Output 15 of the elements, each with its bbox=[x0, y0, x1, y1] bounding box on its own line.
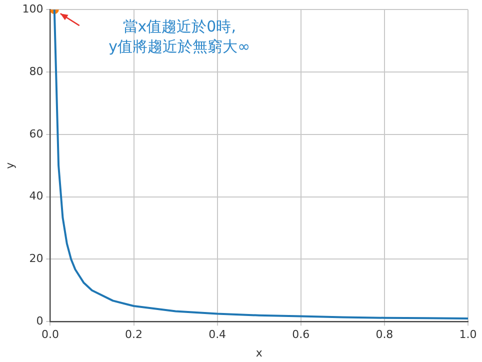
y-tick-label: 60 bbox=[29, 127, 44, 140]
y-tick-label: 80 bbox=[29, 64, 44, 78]
annotation: 當x值趨近於0時, y值將趨近於無窮大∞ bbox=[108, 17, 250, 56]
y-axis-title: y bbox=[3, 162, 16, 169]
x-tick-label: 0.0 bbox=[41, 328, 59, 342]
x-tick-label: 0.6 bbox=[292, 328, 310, 342]
y-tick-label: 100 bbox=[22, 2, 44, 16]
y-tick-label: 20 bbox=[29, 252, 44, 266]
y-tick-label: 40 bbox=[29, 190, 44, 203]
x-tick-label: 0.2 bbox=[125, 328, 143, 342]
x-tick-label: 0.8 bbox=[376, 328, 394, 342]
x-tick-label: 1.0 bbox=[459, 328, 477, 342]
x-tick-label: 0.4 bbox=[208, 328, 226, 342]
y-tick-label: 0 bbox=[36, 314, 44, 328]
x-axis-title: x bbox=[256, 346, 263, 360]
